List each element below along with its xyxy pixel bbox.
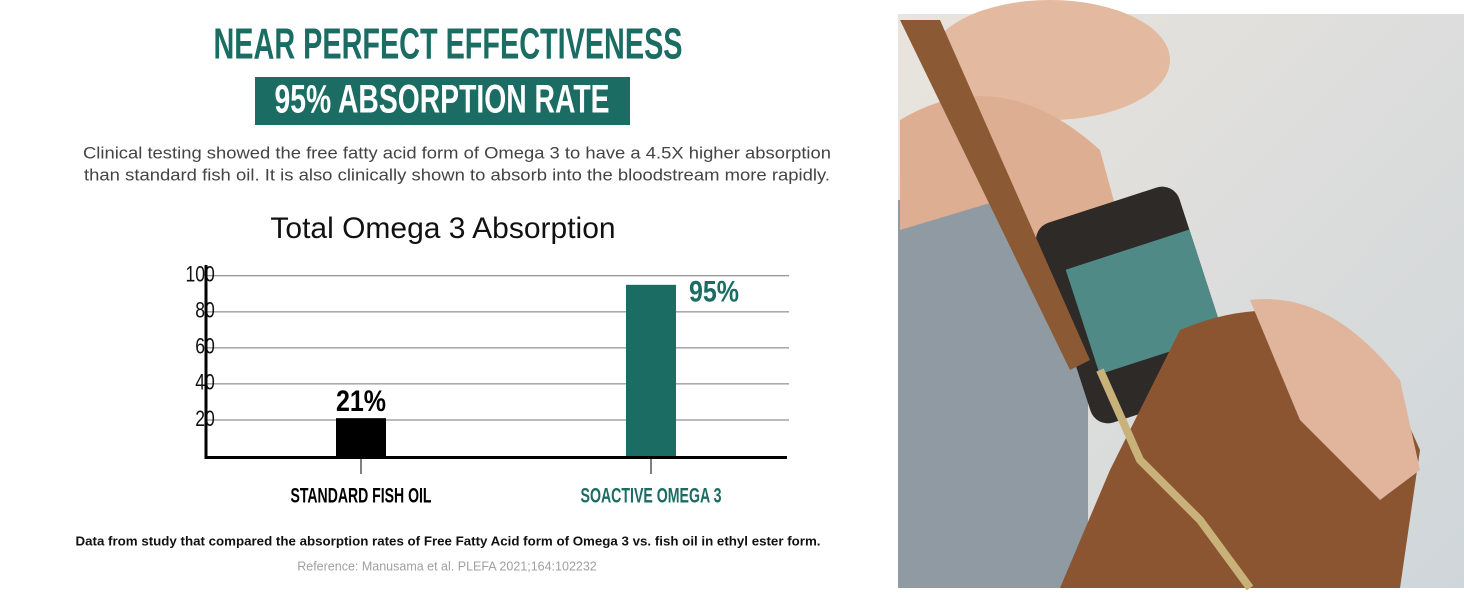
description: Clinical testing showed the free fatty a…: [83, 143, 831, 162]
footnote: Data from study that compared the absorp…: [76, 533, 821, 548]
y-tick-label: 100: [185, 263, 214, 287]
subtitle: 95% ABSORPTION RATE: [275, 78, 610, 122]
chart-title: Total Omega 3 Absorption: [270, 212, 615, 245]
description: than standard fish oil. It is also clini…: [84, 165, 830, 184]
bar: [336, 418, 386, 456]
x-tick-label: STANDARD FISH OIL: [291, 485, 432, 508]
x-tick-label: SOACTIVE OMEGA 3: [581, 485, 722, 508]
bar: [626, 284, 676, 456]
value-label: 21%: [336, 385, 386, 418]
value-label: 95%: [689, 276, 739, 309]
photo: [898, 0, 1464, 591]
title: NEAR PERFECT EFFECTIVENESS: [214, 20, 683, 69]
subtitle-box: [255, 77, 630, 125]
reference: Reference: Manusama et al. PLEFA 2021;16…: [297, 559, 597, 573]
